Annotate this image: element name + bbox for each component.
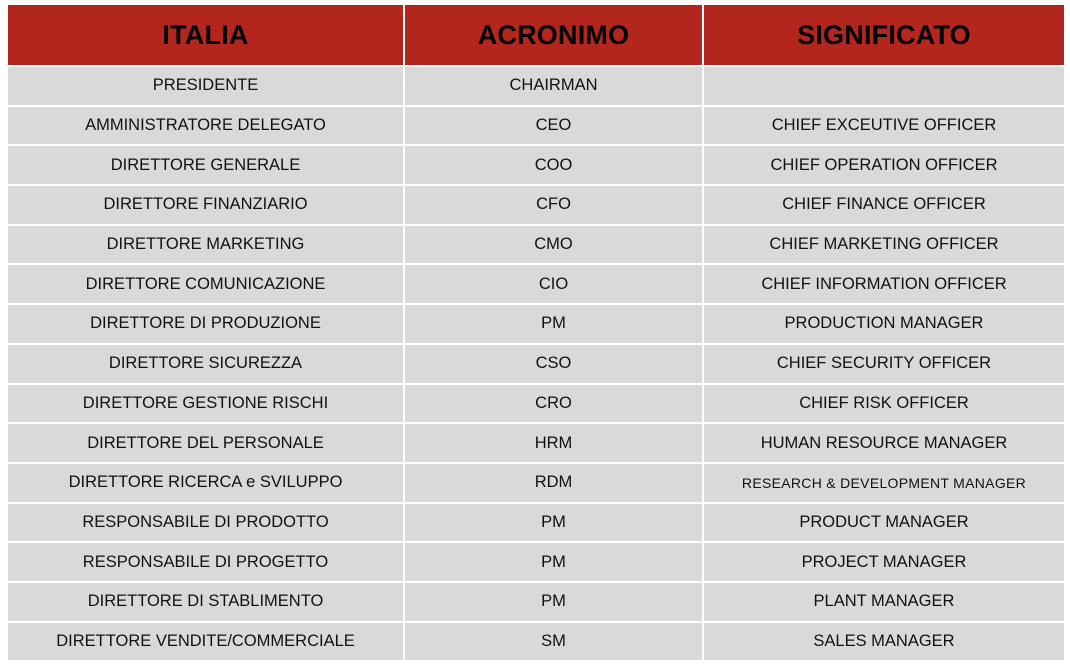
significato-cell: PROJECT MANAGER xyxy=(702,541,1064,583)
acronym-table: ITALIA ACRONIMO SIGNIFICATO PRESIDENTE CH… xyxy=(8,5,1064,663)
italia-cell: DIRETTORE COMUNICAZIONE xyxy=(8,263,405,306)
table-row: DIRETTORE DI PRODUZIONE PM PRODUCTION MANA… xyxy=(8,303,1064,345)
table-row: DIRETTORE DEL PERSONALE HRM HUMAN RESOURCE… xyxy=(8,422,1064,464)
significato-cell: CHIEF INFORMATION OFFICER xyxy=(702,263,1064,306)
table-row: DIRETTORE SICUREZZA CSO CHIEF SECURITY OFF… xyxy=(8,342,1064,385)
italia-cell: DIRETTORE GENERALE xyxy=(8,144,405,187)
acronimo-cell: PM xyxy=(403,541,704,583)
acronimo-cell: CIO xyxy=(403,263,704,306)
italia-cell: DIRETTORE RICERCA e SVILUPPO xyxy=(8,461,405,504)
header-significato: SIGNIFICATO xyxy=(702,5,1064,67)
table-row: RESPONSABILE DI PRODOTTO PM PRODUCT MANAGE… xyxy=(8,501,1064,544)
table-row: DIRETTORE GENERALE COO CHIEF OPERATION OFF… xyxy=(8,144,1064,187)
table-row: DIRETTORE FINANZIARIO CFO CHIEF FINANCE OF… xyxy=(8,184,1064,226)
italia-cell: DIRETTORE FINANZIARIO xyxy=(8,184,405,226)
acronimo-cell: PM xyxy=(403,580,704,623)
significato-cell: CHIEF FINANCE OFFICER xyxy=(702,184,1064,226)
acronimo-cell: CSO xyxy=(403,342,704,385)
italia-cell: DIRETTORE DEL PERSONALE xyxy=(8,422,405,464)
acronimo-cell: HRM xyxy=(403,422,704,464)
italia-cell: DIRETTORE VENDITE/COMMERCIALE xyxy=(8,620,405,663)
table-row: DIRETTORE MARKETING CMO CHIEF MARKETING OF… xyxy=(8,223,1064,266)
acronimo-cell: CHAIRMAN xyxy=(403,65,704,107)
acronimo-cell: CFO xyxy=(403,184,704,226)
acronimo-cell: PM xyxy=(403,501,704,544)
table-row: PRESIDENTE CHAIRMAN xyxy=(8,65,1064,107)
table-row: DIRETTORE COMUNICAZIONE CIO CHIEF INFORMAT… xyxy=(8,263,1064,306)
italia-cell: DIRETTORE MARKETING xyxy=(8,223,405,266)
significato-cell: CHIEF RISK OFFICER xyxy=(702,382,1064,425)
italia-cell: DIRETTORE DI STABLIMENTO xyxy=(8,580,405,623)
acronimo-cell: CEO xyxy=(403,104,704,147)
significato-cell: CHIEF OPERATION OFFICER xyxy=(702,144,1064,187)
italia-cell: DIRETTORE GESTIONE RISCHI xyxy=(8,382,405,425)
italia-cell: RESPONSABILE DI PROGETTO xyxy=(8,541,405,583)
italia-cell: DIRETTORE DI PRODUZIONE xyxy=(8,303,405,345)
italia-cell: AMMINISTRATORE DELEGATO xyxy=(8,104,405,147)
significato-cell: CHIEF EXCEUTIVE OFFICER xyxy=(702,104,1064,147)
significato-cell: PRODUCT MANAGER xyxy=(702,501,1064,544)
table-row: AMMINISTRATORE DELEGATO CEO CHIEF EXCEUTIV… xyxy=(8,104,1064,147)
header-row: ITALIA ACRONIMO SIGNIFICATO xyxy=(8,5,1064,67)
italia-cell: DIRETTORE SICUREZZA xyxy=(8,342,405,385)
acronimo-cell: COO xyxy=(403,144,704,187)
significato-cell: CHIEF SECURITY OFFICER xyxy=(702,342,1064,385)
acronym-table-container: ITALIA ACRONIMO SIGNIFICATO PRESIDENTE CH… xyxy=(8,5,1064,663)
acronimo-cell: RDM xyxy=(403,461,704,504)
significato-cell: CHIEF MARKETING OFFICER xyxy=(702,223,1064,266)
table-row: DIRETTORE DI STABLIMENTO PM PLANT MANAGER xyxy=(8,580,1064,623)
significato-cell: HUMAN RESOURCE MANAGER xyxy=(702,422,1064,464)
significato-cell: SALES MANAGER xyxy=(702,620,1064,663)
italia-cell: RESPONSABILE DI PRODOTTO xyxy=(8,501,405,544)
acronimo-cell: CRO xyxy=(403,382,704,425)
significato-cell xyxy=(702,65,1064,107)
italia-cell: PRESIDENTE xyxy=(8,65,405,107)
table-header: ITALIA ACRONIMO SIGNIFICATO xyxy=(8,5,1064,67)
significato-cell: PLANT MANAGER xyxy=(702,580,1064,623)
significato-cell: RESEARCH & DEVELOPMENT MANAGER xyxy=(702,461,1064,504)
header-acronimo: ACRONIMO xyxy=(403,5,704,67)
header-italia: ITALIA xyxy=(8,5,405,67)
table-row: DIRETTORE RICERCA e SVILUPPO RDM RESEARCH … xyxy=(8,461,1064,504)
table-row: DIRETTORE GESTIONE RISCHI CRO CHIEF RISK O… xyxy=(8,382,1064,425)
significato-cell: PRODUCTION MANAGER xyxy=(702,303,1064,345)
acronimo-cell: SM xyxy=(403,620,704,663)
table-body: PRESIDENTE CHAIRMAN AMMINISTRATORE DELEGAT… xyxy=(8,65,1064,663)
acronimo-cell: PM xyxy=(403,303,704,345)
table-row: RESPONSABILE DI PROGETTO PM PROJECT MANAGE… xyxy=(8,541,1064,583)
acronimo-cell: CMO xyxy=(403,223,704,266)
table-row: DIRETTORE VENDITE/COMMERCIALE SM SALES MAN… xyxy=(8,620,1064,663)
